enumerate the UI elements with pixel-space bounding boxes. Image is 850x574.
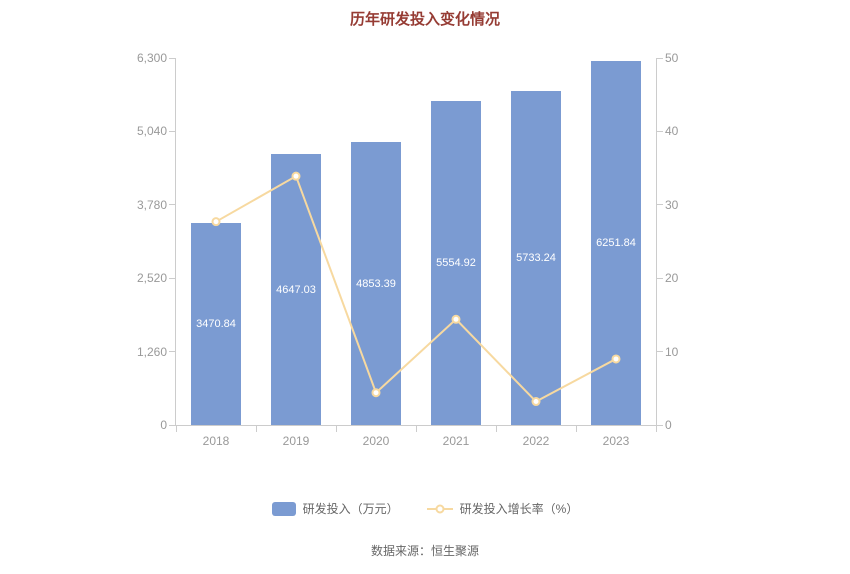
left-axis-tick [169, 130, 175, 132]
right-axis-tick [657, 277, 663, 279]
bar-2022[interactable]: 5733.24 [511, 91, 561, 425]
x-axis-tick [415, 426, 417, 432]
right-axis-tick [657, 351, 663, 353]
right-axis-tick-label: 50 [665, 51, 679, 65]
x-axis-category-label: 2018 [202, 434, 230, 448]
x-axis-category-label: 2019 [282, 434, 310, 448]
x-axis-category-label: 2023 [602, 434, 630, 448]
bar-2018[interactable]: 3470.84 [191, 222, 241, 425]
left-axis-tick-label: 0 [160, 418, 167, 432]
legend-item-rd-investment[interactable]: 研发投入（万元） [271, 500, 399, 517]
x-axis-tick [575, 426, 577, 432]
right-axis-tick-label: 30 [665, 197, 679, 212]
data-source-note: 数据来源：恒生聚源 [370, 544, 479, 558]
left-axis-tick-label: 3,780 [136, 197, 167, 212]
right-axis-tick [657, 130, 663, 132]
left-axis-tick-label: 6,300 [136, 51, 167, 65]
bar-value-label: 3470.84 [196, 317, 236, 330]
x-axis-category-label: 2021 [442, 434, 470, 448]
right-axis-tick-label: 20 [665, 271, 679, 286]
left-axis-tick [169, 277, 175, 279]
x-axis-tick [175, 426, 177, 432]
left-axis-tick [169, 204, 175, 206]
right-axis-tick [657, 57, 663, 59]
right-axis-tick-label: 40 [665, 124, 679, 139]
bar-value-label: 5733.24 [516, 252, 556, 265]
bar-value-label: 4647.03 [276, 283, 316, 296]
bar-value-label: 6251.84 [596, 236, 636, 249]
bar-2021[interactable]: 5554.92 [431, 101, 481, 425]
legend: 研发投入（万元） 研发投入增长率（%） [0, 500, 850, 517]
bar-2023[interactable]: 6251.84 [591, 60, 641, 425]
x-axis-category-label: 2020 [362, 434, 390, 448]
left-axis-tick-label: 5,040 [136, 124, 167, 139]
right-axis-tick-label: 10 [665, 344, 679, 359]
x-axis-tick [335, 426, 337, 432]
growth-rate-line-layer [211, 171, 621, 407]
right-axis-tick [657, 204, 663, 206]
x-axis-tick [655, 426, 657, 432]
bar-value-label: 4853.39 [356, 277, 396, 290]
plot-area: 6,300 5,040 3,780 2,520 1,260 0 50 40 30 20 10 0 201… [137, 52, 678, 448]
chart-title: 历年研发投入变化情况 [349, 11, 500, 28]
left-axis-tick [169, 424, 175, 426]
x-axis-tick [495, 426, 497, 432]
left-axis-tick-label: 2,520 [136, 271, 167, 286]
line-legend-label: 研发投入增长率（%） [459, 502, 579, 516]
x-axis-tick [255, 426, 257, 432]
bar-value-label: 5554.92 [436, 257, 476, 270]
right-axis-tick-label: 0 [665, 418, 672, 432]
right-axis-tick [657, 424, 663, 426]
left-axis-tick [169, 57, 175, 59]
left-axis-tick-label: 1,260 [136, 344, 167, 359]
bar-legend-label: 研发投入（万元） [302, 502, 399, 516]
bar-2019[interactable]: 4647.03 [271, 154, 321, 425]
line-legend-swatch [426, 502, 453, 516]
line-legend-marker-icon [435, 504, 445, 513]
left-axis-tick [169, 351, 175, 353]
x-axis-category-label: 2022 [522, 434, 550, 448]
bar-legend-swatch [271, 501, 296, 516]
legend-item-growth-rate[interactable]: 研发投入增长率（%） [426, 500, 579, 517]
bar-2020[interactable]: 4853.39 [351, 142, 401, 425]
